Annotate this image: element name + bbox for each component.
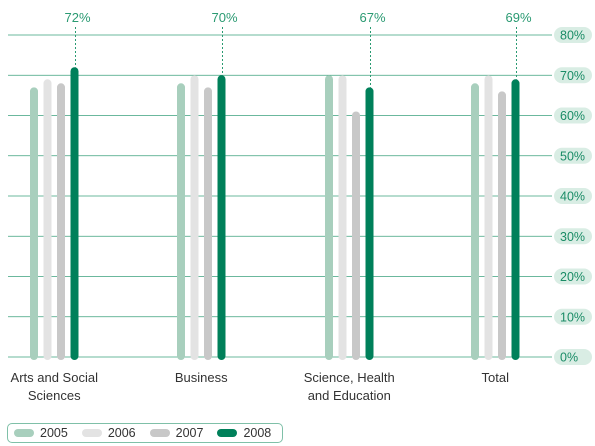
y-tick-badge	[554, 147, 592, 164]
legend-label-2006: 2006	[107, 426, 136, 440]
legend-item-2005: 2005	[14, 426, 68, 440]
y-tick-label: 10%	[560, 310, 585, 324]
y-tick-label: 60%	[560, 109, 585, 123]
legend-swatch-2008	[217, 429, 238, 437]
y-tick-label: 40%	[560, 190, 585, 204]
legend-label-2005: 2005	[40, 426, 68, 440]
y-tick-badge	[554, 27, 592, 43]
category-label: and Education	[308, 388, 391, 403]
y-tick-badge	[554, 228, 592, 245]
category-label: Sciences	[28, 388, 81, 403]
legend-swatch-2007	[149, 429, 170, 437]
legend-swatch-2006	[81, 429, 102, 437]
category-label: Total	[482, 370, 510, 385]
y-tick-label: 80%	[560, 29, 585, 43]
y-tick-badge	[554, 308, 592, 325]
data-label: 67%	[360, 10, 386, 25]
y-tick-badge	[554, 188, 592, 204]
category-label: Science, Health	[304, 370, 395, 385]
y-tick-badge	[554, 67, 592, 84]
category-label: Business	[175, 370, 228, 385]
y-tick-label: 30%	[560, 230, 585, 244]
data-label: 69%	[506, 10, 532, 25]
y-tick-badge	[554, 268, 592, 285]
legend-item-2008: 2008	[217, 426, 271, 440]
y-tick-badge	[554, 349, 592, 365]
legend-swatch-2005	[14, 429, 34, 437]
data-label: 72%	[65, 10, 91, 25]
legend-label-2007: 2007	[175, 426, 204, 440]
y-tick-label: 0%	[560, 351, 578, 365]
legend-item-2007: 2007	[149, 426, 204, 440]
data-label: 70%	[212, 10, 238, 25]
category-label: Arts and Social	[11, 370, 99, 385]
chart-svg: 0% 10% 20% 30% 40% 50% 60% 70% 80% 72% Arts and So…	[8, 10, 592, 403]
y-tick-label: 70%	[560, 69, 585, 83]
y-tick-label: 20%	[560, 270, 585, 284]
y-tick-label: 50%	[560, 149, 585, 163]
chart-legend: 2005 2006 2007 2008	[7, 423, 283, 443]
legend-item-2006: 2006	[81, 426, 136, 440]
y-tick-badge	[554, 107, 592, 124]
legend-label-2008: 2008	[243, 426, 272, 440]
